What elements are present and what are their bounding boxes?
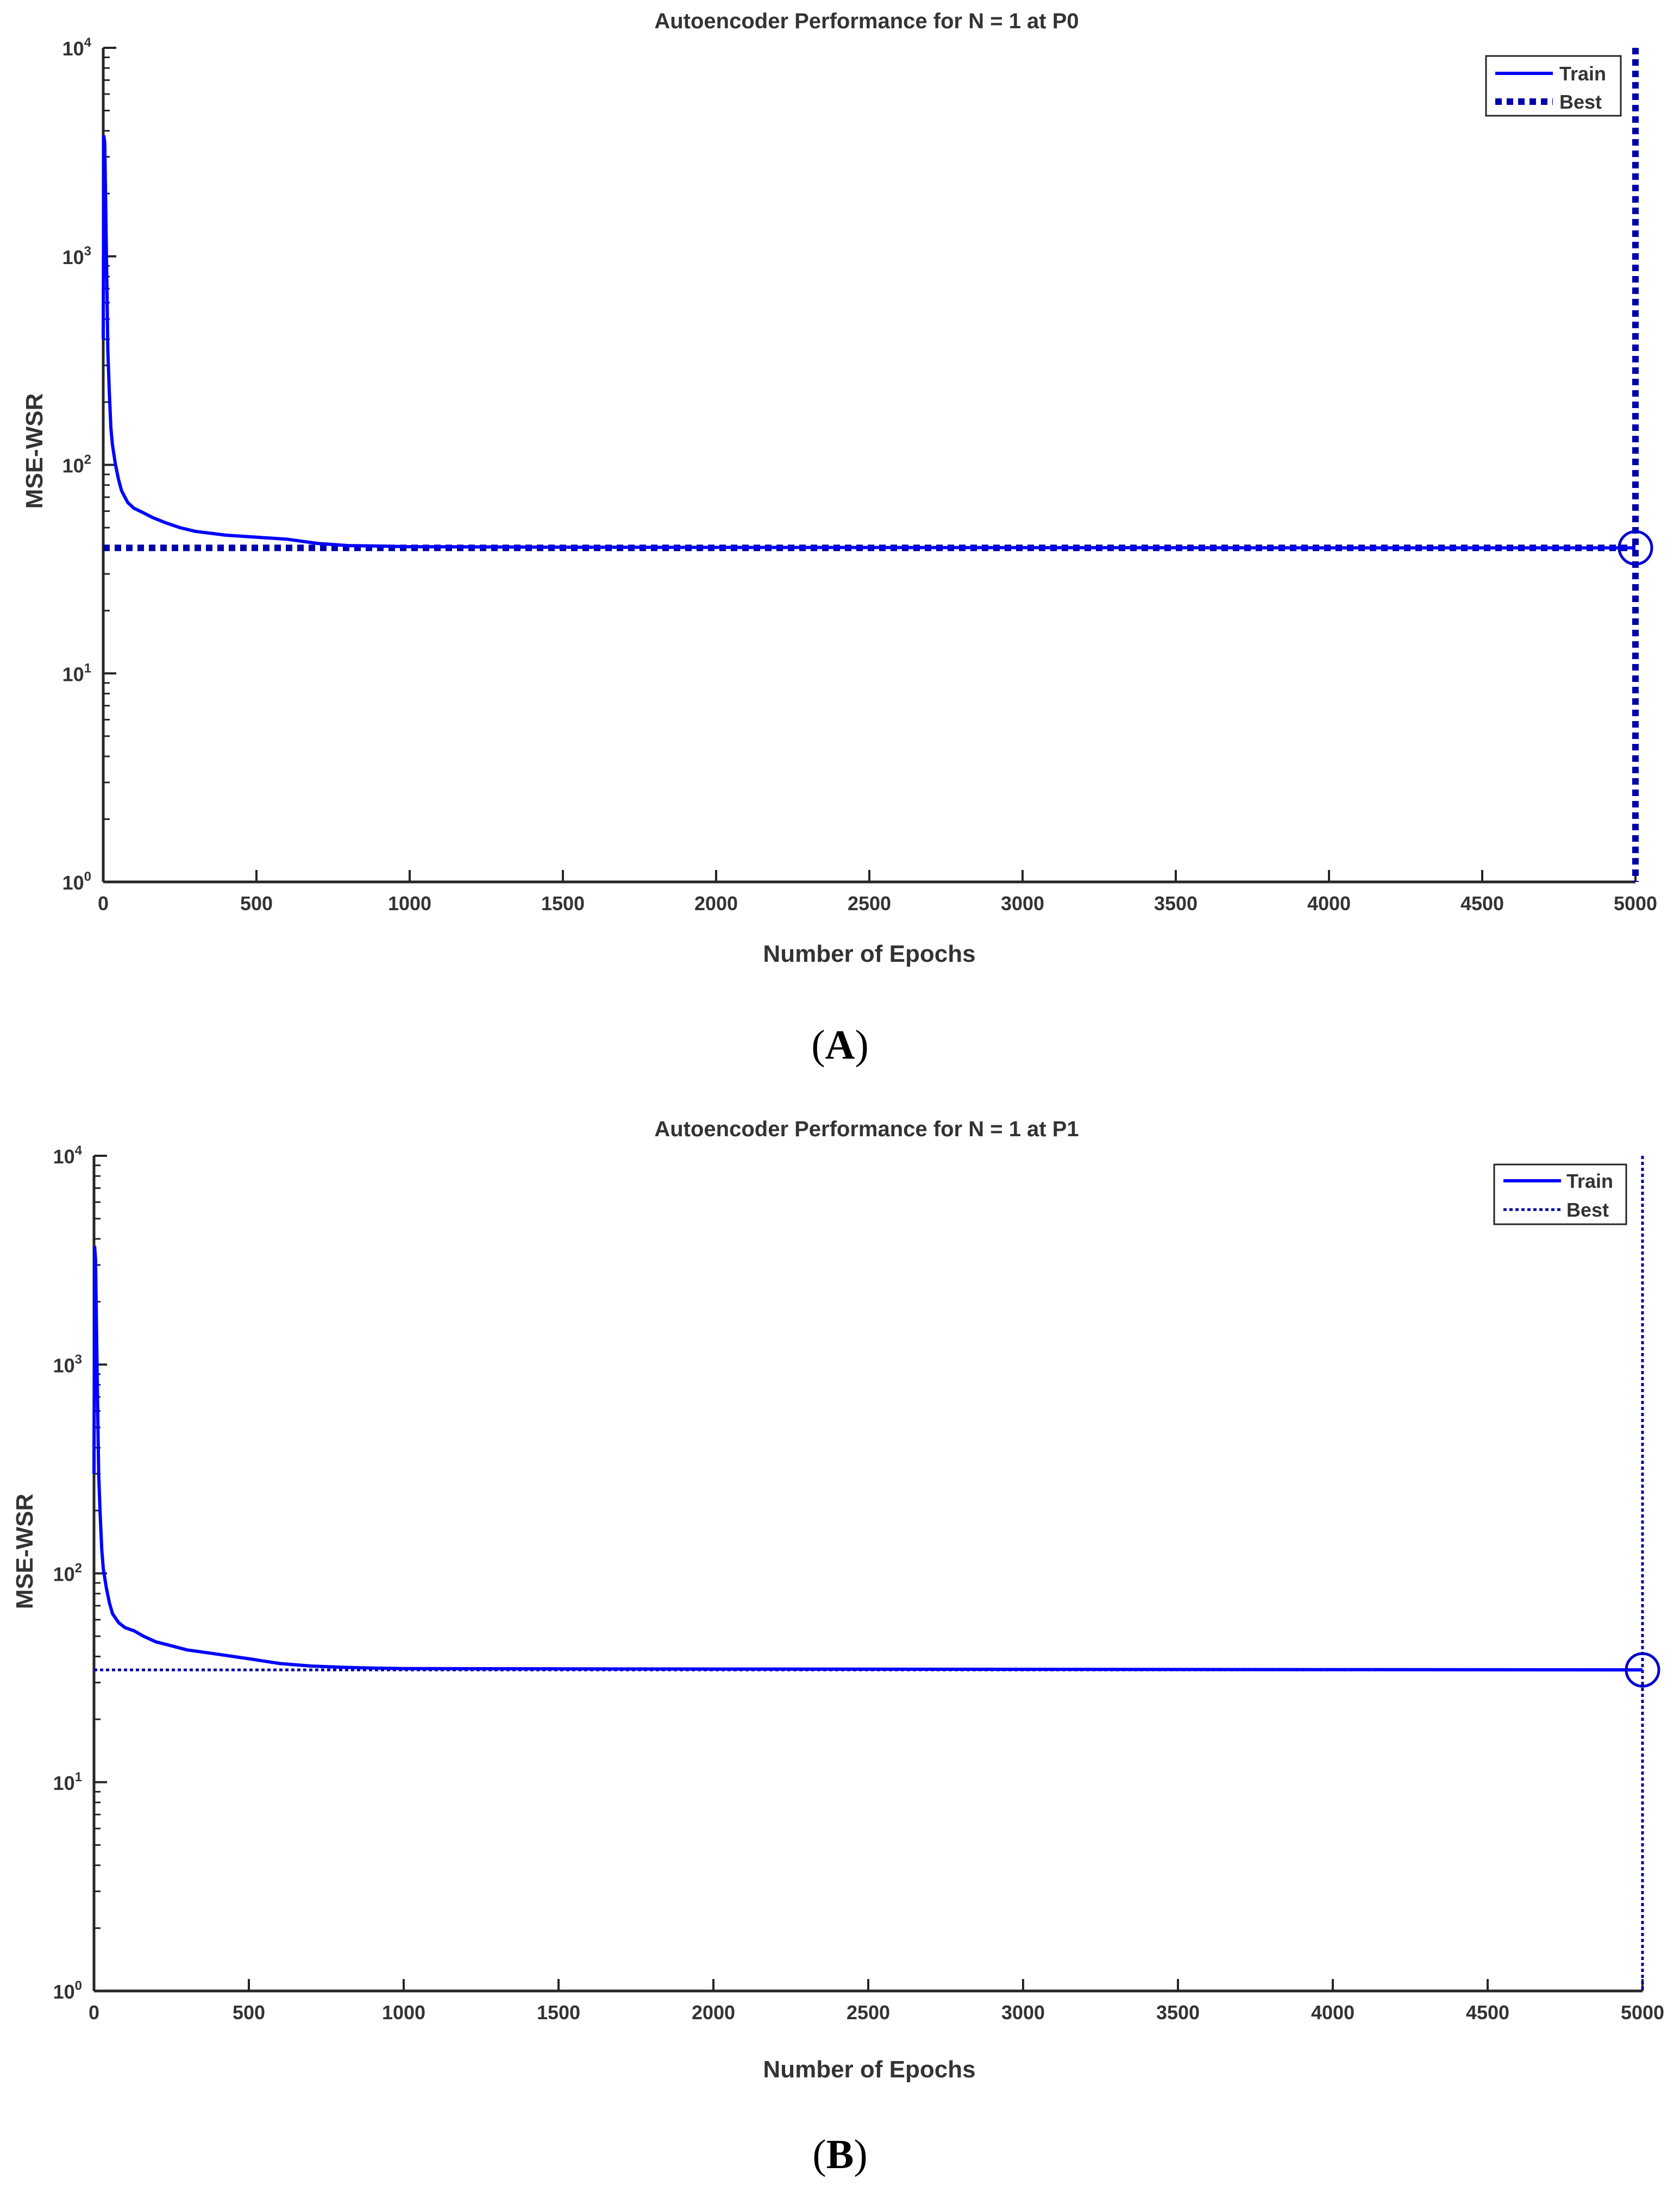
best-marker (1625, 1652, 1660, 1688)
x-tick-label: 4500 (1460, 892, 1504, 915)
x-tick-label: 4000 (1311, 2001, 1355, 2024)
legend-box (1485, 55, 1622, 117)
x-tick-label: 3000 (1001, 892, 1044, 915)
chart-title: Autoencoder Performance for N = 1 at P0 (654, 9, 1079, 33)
y-tick-label: 103 (53, 1352, 82, 1376)
x-tick-label: 3000 (1001, 2001, 1045, 2024)
panel-b: Autoencoder Performance for N = 1 at P1 … (11, 1117, 1664, 2177)
x-tick-label: 1000 (388, 892, 431, 915)
x-axis-label: Number of Epochs (763, 2056, 975, 2083)
x-tick-label: 4500 (1466, 2001, 1509, 2024)
legend-best-label: Best (1566, 1199, 1609, 1221)
y-axis-label: MSE-WSR (21, 393, 48, 509)
legend-train-label: Train (1566, 1170, 1613, 1192)
x-tick-label: 1500 (541, 892, 585, 915)
x-tick-label: 500 (233, 2001, 265, 2024)
y-tick-label: 102 (53, 1561, 82, 1586)
x-tick-label: 3500 (1156, 2001, 1200, 2024)
y-axis-label: MSE-WSR (11, 1494, 38, 1610)
x-ticks: 0 500 1000 1500 2000 2500 3000 3500 4000 4500 5000 (98, 870, 1657, 915)
best-marker (1618, 530, 1653, 566)
panel-caption: (B) (812, 2132, 867, 2177)
x-tick-label: 5000 (1621, 2001, 1664, 2024)
legend: Train Best (1493, 1163, 1627, 1225)
legend-box (1493, 1163, 1627, 1225)
panel-a: Autoencoder Performance for N = 1 at P0 … (21, 9, 1657, 1068)
x-tick-label: 2500 (847, 2001, 890, 2024)
y-tick-label: 102 (62, 453, 91, 477)
chart-title: Autoencoder Performance for N = 1 at P1 (654, 1117, 1079, 1141)
panel-caption: (A) (811, 1022, 869, 1068)
x-tick-label: 4000 (1307, 892, 1351, 915)
x-tick-label: 2500 (848, 892, 891, 915)
x-tick-label: 0 (89, 2001, 99, 2024)
x-axis-label: Number of Epochs (763, 941, 975, 967)
legend: Train Best (1485, 55, 1622, 117)
y-tick-label: 103 (62, 244, 91, 268)
y-tick-label: 101 (53, 1770, 82, 1794)
train-line (102, 135, 1635, 550)
y-tick-label: 104 (62, 35, 92, 60)
x-tick-label: 0 (98, 892, 109, 915)
x-tick-label: 1500 (537, 2001, 580, 2024)
x-ticks: 0 500 1000 1500 2000 2500 3000 3500 4000 4500 5000 (89, 1979, 1664, 2024)
x-tick-label: 2000 (692, 2001, 735, 2024)
y-tick-label: 101 (62, 661, 91, 685)
x-tick-label: 2000 (694, 892, 738, 915)
y-tick-label: 104 (53, 1143, 83, 1168)
x-tick-label: 500 (240, 892, 273, 915)
x-tick-label: 5000 (1614, 892, 1657, 915)
legend-train-label: Train (1559, 62, 1606, 85)
x-tick-label: 1000 (382, 2001, 425, 2024)
train-line (92, 1245, 1643, 1672)
legend-best-label: Best (1559, 91, 1602, 113)
y-tick-label: 100 (62, 869, 91, 894)
plot-area (94, 1156, 1643, 1991)
y-tick-label: 100 (53, 1978, 82, 2003)
plot-area (103, 48, 1635, 882)
x-tick-label: 3500 (1154, 892, 1198, 915)
